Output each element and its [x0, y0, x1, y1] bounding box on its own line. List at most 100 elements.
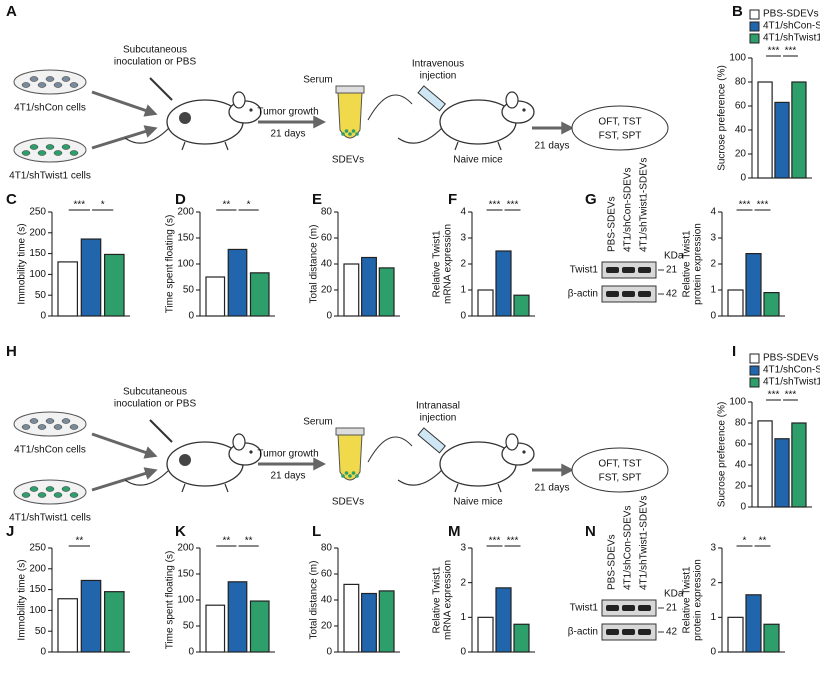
- sig-label: *: [743, 536, 747, 547]
- y-tick-label: 4: [460, 207, 466, 218]
- band: [622, 291, 635, 297]
- cell: [21, 82, 31, 88]
- naive-label: Naive mice: [453, 497, 503, 508]
- bar: [378, 267, 395, 317]
- band: [638, 291, 651, 297]
- sig-label: **: [75, 536, 83, 547]
- y-tick-label: 0: [40, 311, 46, 322]
- bar: [727, 289, 744, 317]
- cell: [45, 418, 55, 424]
- vesicle: [348, 132, 352, 136]
- y-tick-label: 100: [729, 53, 746, 64]
- cell: [69, 492, 79, 498]
- y-tick-label: 1: [710, 285, 716, 296]
- y-tick-label: 60: [321, 233, 333, 244]
- legend-label: 4T1/shTwist1-SDEVs: [763, 377, 820, 388]
- tests-label: FST, SPT: [599, 473, 642, 484]
- y-axis-label: Sucrose preference (%): [717, 65, 728, 171]
- y-tick-label: 3: [710, 543, 716, 554]
- y-tick-label: 50: [183, 285, 195, 296]
- y-tick-label: 250: [29, 207, 46, 218]
- sig-label: ***: [768, 390, 780, 401]
- y-tick-label: 0: [460, 647, 466, 658]
- arrow: [91, 470, 151, 492]
- bar: [80, 238, 102, 317]
- tests-label: FST, SPT: [599, 131, 642, 142]
- bar: [227, 581, 248, 653]
- cell: [29, 144, 39, 150]
- band-label: β-actin: [568, 289, 598, 300]
- y-tick-label: 3: [460, 543, 466, 554]
- y-tick-label: 1: [460, 612, 466, 623]
- mouse-ear: [505, 91, 519, 109]
- panel-letter: H: [6, 343, 17, 360]
- arrow-head: [143, 446, 158, 459]
- panel-letter: A: [6, 3, 17, 20]
- cell: [45, 76, 55, 82]
- petri-dish: [13, 411, 87, 437]
- cell: [21, 424, 31, 430]
- syringe: [417, 427, 447, 454]
- legend-label: 4T1/shCon-SDEVs: [763, 21, 820, 32]
- band: [622, 629, 635, 635]
- cell-label: 4T1/shCon cells: [14, 445, 86, 456]
- mouse-ear: [232, 91, 246, 109]
- sig-label: **: [222, 200, 230, 211]
- panel-letter: J: [6, 523, 14, 540]
- y-tick-label: 3: [460, 233, 466, 244]
- tests-label: OFT, TST: [598, 459, 641, 470]
- y-axis-label: Relative Twist1: [432, 230, 443, 298]
- y-tick-label: 100: [177, 259, 194, 270]
- cell: [37, 82, 47, 88]
- y-axis-label: Time spent floating (s): [165, 215, 176, 314]
- growth-label: Tumor growth: [257, 107, 318, 118]
- tumor: [179, 112, 191, 124]
- bar: [343, 263, 360, 317]
- vesicle: [355, 132, 359, 136]
- band: [638, 629, 651, 635]
- bar: [774, 101, 790, 179]
- kda-label: KDa: [664, 251, 684, 262]
- mouse-tail: [397, 469, 443, 486]
- bar: [513, 623, 530, 653]
- cell: [21, 492, 31, 498]
- arrow-head: [143, 125, 158, 138]
- sig-label: *: [101, 200, 105, 211]
- cell: [53, 424, 63, 430]
- western-blot: PBS-SDEVs 4T1/shCon-SDEVs 4T1/shTwist1-SDE…: [568, 496, 684, 641]
- y-tick-label: 20: [321, 285, 333, 296]
- legend-label: PBS-SDEVs: [763, 9, 819, 20]
- y-tick-label: 0: [460, 311, 466, 322]
- vesicle: [351, 129, 356, 133]
- bar: [757, 420, 773, 508]
- y-axis-label: mRNA expression: [443, 224, 454, 304]
- vesicle: [348, 474, 352, 478]
- arrow-head: [313, 457, 326, 471]
- injection-label: Intravenous: [412, 59, 464, 70]
- y-tick-label: 100: [177, 595, 194, 606]
- y-axis-label: mRNA expression: [443, 560, 454, 640]
- legend-swatch: [749, 365, 760, 376]
- sig-label: **: [245, 536, 253, 547]
- bar: [791, 422, 807, 508]
- sig-label: ***: [785, 390, 797, 401]
- y-tick-label: 2: [460, 577, 466, 588]
- sig-label: *: [247, 200, 251, 211]
- kda-label: KDa: [664, 589, 684, 600]
- bar: [763, 623, 780, 653]
- y-tick-label: 2: [710, 259, 716, 270]
- tests-label: OFT, TST: [598, 117, 641, 128]
- y-tick-label: 40: [735, 125, 747, 136]
- cell: [69, 82, 79, 88]
- tube: [337, 433, 363, 481]
- cell: [45, 144, 55, 150]
- sig-label: ***: [507, 200, 519, 211]
- bar: [477, 289, 494, 317]
- syringe: [417, 85, 447, 112]
- bar: [763, 292, 780, 317]
- panel-letter: M: [448, 523, 461, 540]
- cell: [45, 486, 55, 492]
- legend-swatch: [749, 21, 760, 32]
- cell-label: 4T1/shTwist1 cells: [9, 513, 91, 524]
